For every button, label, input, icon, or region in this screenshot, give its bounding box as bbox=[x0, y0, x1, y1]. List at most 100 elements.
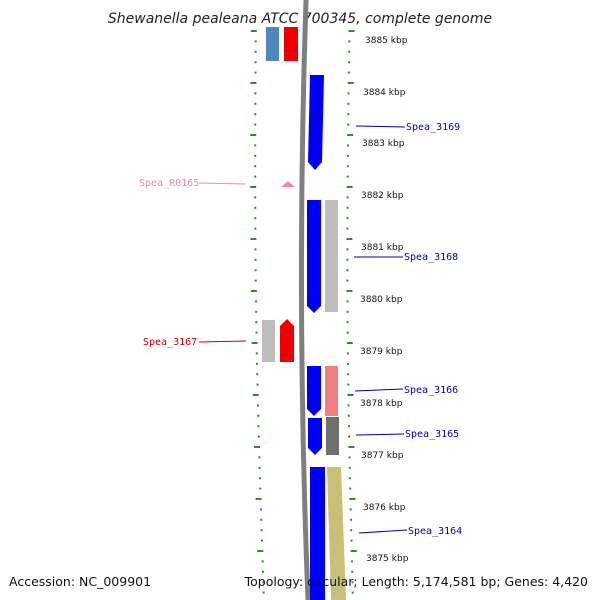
tick-dot-tracks bbox=[250, 30, 357, 594]
gene-label-spea-3169[interactable]: Spea_3169 bbox=[406, 122, 460, 133]
gene-callouts: Spea_3169 Spea_R0165 Spea_3168 Spea_3167… bbox=[139, 122, 462, 537]
tick-dot bbox=[254, 113, 257, 116]
tick-dot bbox=[250, 238, 257, 240]
tick-dot bbox=[258, 466, 261, 469]
summary-text: Topology: circular; Length: 5,174,581 bp… bbox=[244, 574, 588, 589]
tick-dot bbox=[250, 186, 257, 188]
tick-dot bbox=[348, 446, 355, 448]
inner-track bbox=[262, 27, 298, 362]
tick-dot bbox=[254, 123, 257, 126]
tick-label: 3876 kbp bbox=[363, 503, 406, 513]
tick-dot bbox=[259, 508, 262, 511]
tick-dot bbox=[349, 508, 352, 511]
tick-label: 3875 kbp bbox=[366, 554, 409, 564]
tick-label: 3880 kbp bbox=[360, 295, 403, 305]
hit-steelblue-top bbox=[266, 27, 279, 61]
gene-label-spea-3165[interactable]: Spea_3165 bbox=[405, 429, 459, 440]
tick-dot bbox=[350, 560, 353, 563]
callout-line bbox=[358, 529, 408, 534]
tick-dot bbox=[346, 321, 349, 324]
tick-dot bbox=[346, 206, 349, 209]
tick-dot bbox=[262, 581, 265, 584]
tick-dot bbox=[346, 279, 349, 282]
gene-label-spea-3164[interactable]: Spea_3164 bbox=[408, 526, 462, 537]
tick-dot bbox=[261, 560, 264, 563]
tick-dot bbox=[252, 394, 259, 396]
tick-dot bbox=[262, 591, 265, 594]
tick-dot bbox=[346, 310, 349, 313]
tick-dot bbox=[346, 175, 349, 178]
callout-line bbox=[355, 433, 405, 436]
tick-label: 3883 kbp bbox=[362, 139, 405, 149]
tick-dot bbox=[258, 456, 261, 459]
callout-line bbox=[198, 340, 247, 343]
tick-dot bbox=[351, 570, 354, 573]
tick-dot bbox=[250, 82, 257, 84]
tick-dot bbox=[255, 321, 258, 324]
gene-label-spea-3167[interactable]: Spea_3167 bbox=[143, 337, 197, 348]
gene-label-spea-3166[interactable]: Spea_3166 bbox=[404, 385, 458, 396]
tick-dot bbox=[262, 570, 265, 573]
tick-dot bbox=[250, 30, 257, 32]
tick-dot bbox=[255, 310, 258, 313]
tick-dot bbox=[346, 144, 349, 147]
tick-dot bbox=[346, 227, 349, 230]
tick-dot bbox=[255, 498, 262, 500]
tick-dot bbox=[351, 591, 354, 594]
tick-dot bbox=[348, 61, 351, 64]
gene-label-spea-r0165[interactable]: Spea_R0165 bbox=[139, 178, 199, 189]
gene-label-spea-3168[interactable]: Spea_3168 bbox=[404, 252, 458, 263]
tick-dot bbox=[346, 217, 349, 220]
tick-label: 3879 kbp bbox=[360, 347, 403, 357]
tick-dot bbox=[348, 435, 351, 438]
tick-dot bbox=[346, 165, 349, 168]
tick-label: 3877 kbp bbox=[361, 451, 404, 461]
tick-dot bbox=[251, 342, 258, 344]
hit-grey-3168 bbox=[325, 200, 338, 312]
tick-dot bbox=[257, 435, 260, 438]
tick-dot bbox=[347, 404, 350, 407]
tick-dot bbox=[346, 154, 349, 157]
tick-dot bbox=[254, 206, 257, 209]
tick-dot bbox=[256, 383, 259, 386]
tick-dot bbox=[348, 30, 355, 32]
hit-salmon-3166 bbox=[325, 366, 338, 416]
tick-dot bbox=[347, 383, 350, 386]
accession-text: Accession: NC_009901 bbox=[9, 574, 151, 589]
tick-dot bbox=[347, 82, 354, 84]
cds-blue-3169 bbox=[308, 75, 324, 170]
tick-dot bbox=[254, 258, 257, 261]
tick-label: 3882 kbp bbox=[361, 191, 404, 201]
cds-blue-3168 bbox=[307, 200, 321, 313]
tick-dot bbox=[259, 487, 262, 490]
scale-labels: 3885 kbp 3884 kbp 3883 kbp 3882 kbp 3881… bbox=[360, 36, 409, 564]
callout-line bbox=[354, 388, 404, 392]
tick-dot bbox=[250, 290, 257, 292]
tick-dot bbox=[257, 414, 260, 417]
tick-dot bbox=[254, 144, 257, 147]
tick-dot bbox=[260, 529, 263, 532]
tick-dot bbox=[346, 300, 349, 303]
tick-dot bbox=[347, 71, 350, 74]
hit-grey-left bbox=[262, 320, 275, 362]
tick-dot bbox=[347, 373, 350, 376]
tick-label: 3885 kbp bbox=[365, 36, 408, 46]
tick-dot bbox=[260, 518, 263, 521]
outer-track bbox=[307, 75, 346, 600]
tick-label: 3881 kbp bbox=[361, 243, 404, 253]
callout-line bbox=[198, 182, 247, 185]
tick-dot bbox=[346, 342, 353, 344]
tick-dot bbox=[254, 154, 257, 157]
hit-khaki-3164 bbox=[327, 467, 346, 600]
tick-dot bbox=[350, 550, 357, 552]
tick-dot bbox=[254, 71, 257, 74]
tick-dot bbox=[260, 539, 263, 542]
tick-dot bbox=[254, 165, 257, 168]
tick-dot bbox=[254, 61, 257, 64]
tick-dot bbox=[254, 248, 257, 251]
cds-red-top bbox=[284, 27, 298, 61]
tick-dot bbox=[348, 477, 351, 480]
tick-dot bbox=[348, 466, 351, 469]
